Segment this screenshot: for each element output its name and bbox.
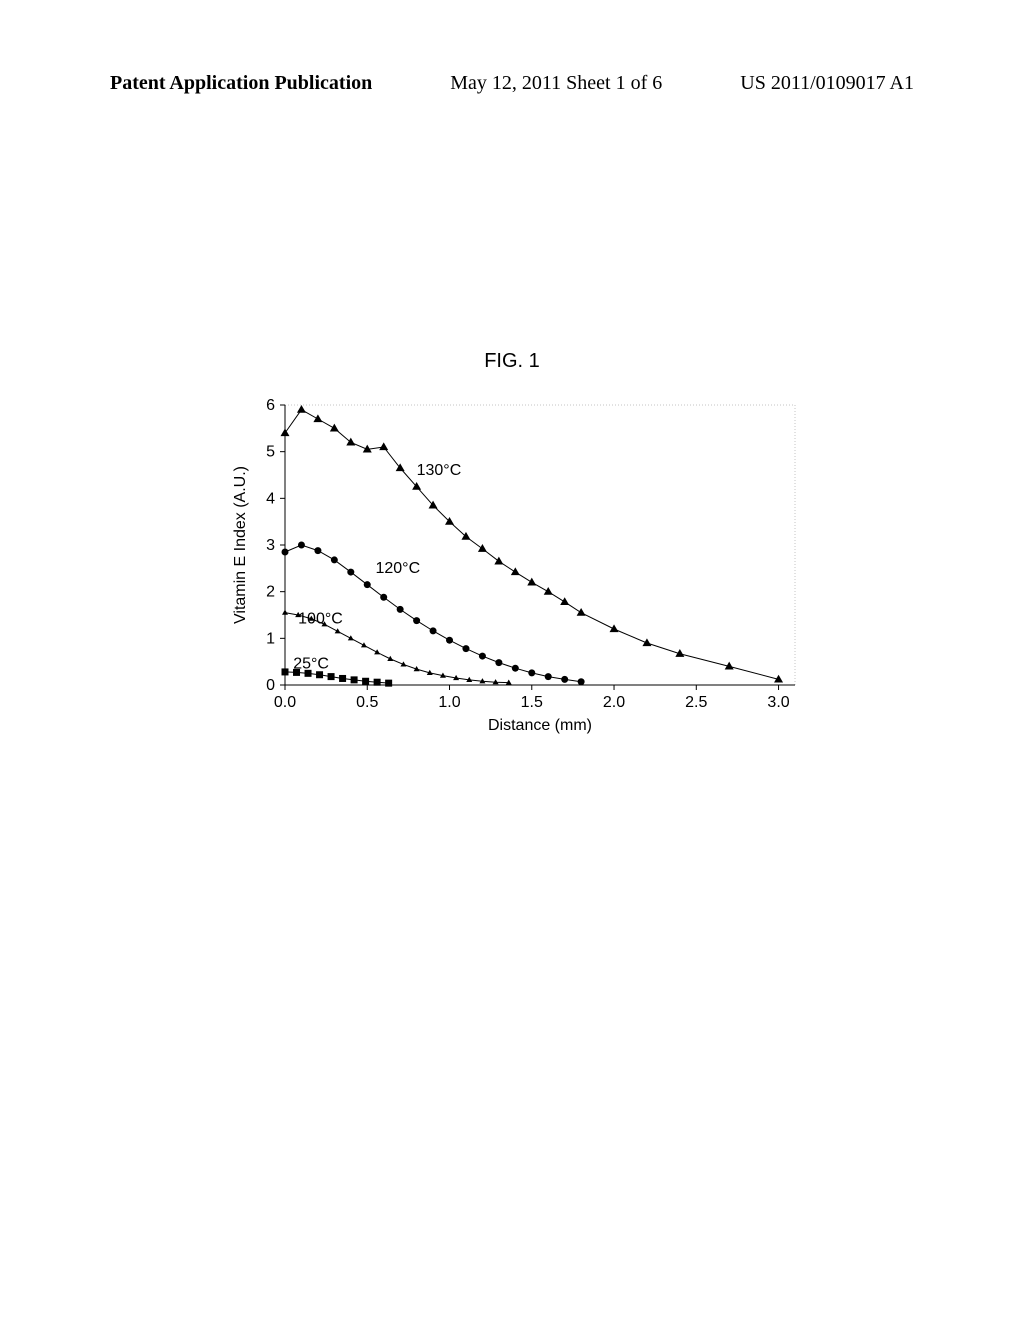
svg-text:120°C: 120°C — [375, 560, 420, 577]
svg-text:25°C: 25°C — [293, 656, 329, 673]
svg-text:5: 5 — [266, 444, 275, 461]
vitamin-e-chart: 0.0 0.5 1.0 1.5 2.0 2.5 3.0 0 1 2 3 4 5 6 Vitamin E In… — [225, 395, 810, 745]
svg-text:1: 1 — [266, 630, 275, 647]
svg-text:0: 0 — [266, 677, 275, 694]
figure-label: FIG. 1 — [0, 350, 1024, 373]
svg-text:2.0: 2.0 — [603, 694, 625, 711]
header-left: Patent Application Publication — [110, 72, 372, 95]
svg-text:1.5: 1.5 — [521, 694, 543, 711]
svg-text:2: 2 — [266, 584, 275, 601]
svg-text:6: 6 — [266, 397, 275, 414]
svg-text:0.0: 0.0 — [274, 694, 296, 711]
header-center: May 12, 2011 Sheet 1 of 6 — [450, 72, 662, 95]
svg-text:100°C: 100°C — [298, 610, 343, 627]
svg-text:Distance (mm): Distance (mm) — [488, 717, 592, 734]
header-right: US 2011/0109017 A1 — [740, 72, 914, 95]
svg-text:3.0: 3.0 — [767, 694, 789, 711]
svg-text:3: 3 — [266, 537, 275, 554]
svg-text:4: 4 — [266, 490, 275, 507]
svg-text:130°C: 130°C — [417, 462, 462, 479]
page-header: Patent Application Publication May 12, 2… — [0, 72, 1024, 95]
svg-text:0.5: 0.5 — [356, 694, 378, 711]
svg-text:Vitamin E Index (A.U.): Vitamin E Index (A.U.) — [232, 466, 249, 624]
svg-text:1.0: 1.0 — [438, 694, 460, 711]
svg-text:2.5: 2.5 — [685, 694, 707, 711]
